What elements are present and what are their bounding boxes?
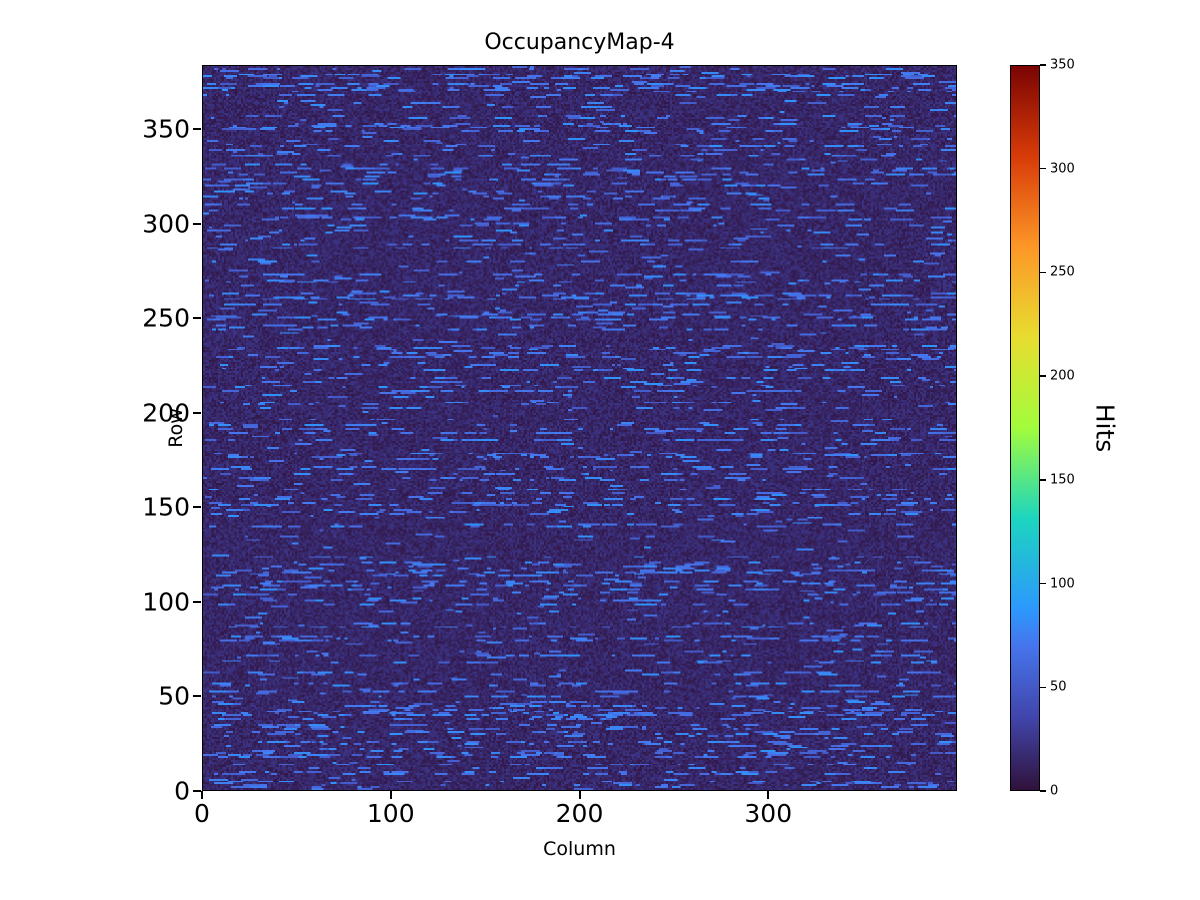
colorbar-tick-label: 100 bbox=[1050, 576, 1075, 592]
colorbar-tick-label: 0 bbox=[1050, 783, 1059, 799]
y-tick-mark bbox=[193, 411, 201, 414]
colorbar-tick-mark bbox=[1040, 375, 1046, 377]
y-tick-label: 150 bbox=[142, 492, 190, 522]
colorbar-tick-mark bbox=[1040, 167, 1046, 170]
x-tick-mark bbox=[578, 791, 581, 799]
colorbar-tick-label: 250 bbox=[1050, 264, 1075, 280]
colorbar-tick-label: 150 bbox=[1050, 472, 1075, 488]
colorbar-tick-label: 200 bbox=[1050, 368, 1075, 384]
y-tick-mark bbox=[193, 600, 201, 603]
x-tick-mark bbox=[389, 791, 392, 799]
y-tick-mark bbox=[193, 506, 201, 509]
colorbar-tick-mark bbox=[1040, 479, 1046, 481]
x-axis-label: Column bbox=[543, 838, 616, 860]
colorbar bbox=[1010, 65, 1040, 791]
heatmap-canvas bbox=[203, 66, 956, 790]
x-tick-label: 100 bbox=[366, 799, 415, 828]
colorbar-tick-mark bbox=[1040, 271, 1046, 274]
y-tick-label: 350 bbox=[142, 114, 190, 144]
y-tick-label: 50 bbox=[158, 681, 190, 711]
x-tick-label: 0 bbox=[194, 799, 210, 828]
plot-title: OccupancyMap-4 bbox=[484, 30, 675, 55]
colorbar-tick-mark bbox=[1040, 64, 1046, 66]
x-tick-label: 200 bbox=[555, 799, 604, 828]
y-tick-label: 250 bbox=[142, 303, 190, 333]
y-tick-label: 200 bbox=[142, 398, 190, 428]
y-tick-mark bbox=[193, 317, 201, 320]
colorbar-tick-label: 350 bbox=[1050, 57, 1075, 73]
x-tick-mark bbox=[201, 791, 203, 799]
y-tick-mark bbox=[193, 695, 201, 698]
y-tick-label: 100 bbox=[142, 587, 190, 617]
y-tick-mark bbox=[193, 128, 201, 131]
colorbar-label: Hits bbox=[1090, 403, 1120, 453]
colorbar-tick-mark bbox=[1040, 582, 1046, 585]
colorbar-tick-label: 300 bbox=[1050, 161, 1075, 177]
y-tick-mark bbox=[193, 790, 201, 792]
y-axis-label: Row bbox=[165, 408, 187, 448]
colorbar-tick-mark bbox=[1040, 790, 1046, 792]
colorbar-tick-mark bbox=[1040, 686, 1046, 689]
y-tick-mark bbox=[193, 222, 201, 225]
x-tick-label: 300 bbox=[744, 799, 793, 828]
y-tick-label: 300 bbox=[142, 209, 190, 239]
heatmap-plot-area bbox=[202, 65, 957, 791]
x-tick-mark bbox=[767, 791, 770, 799]
colorbar-tick-label: 50 bbox=[1050, 679, 1067, 695]
y-tick-label: 0 bbox=[174, 776, 190, 806]
